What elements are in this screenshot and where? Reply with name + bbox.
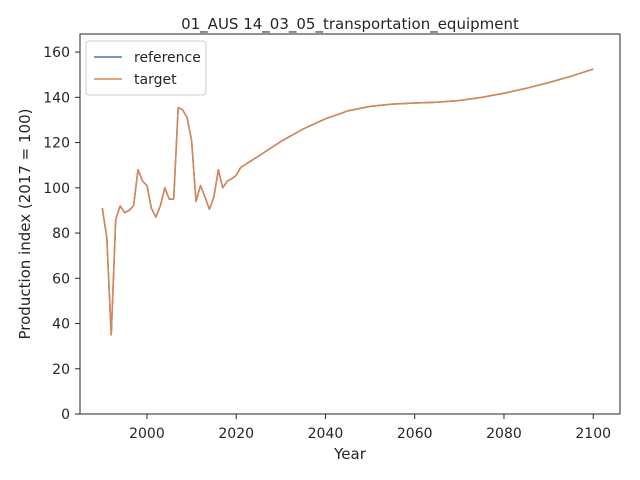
y-tick-label: 20 <box>52 362 70 378</box>
x-tick-label: 2020 <box>218 426 254 442</box>
x-tick-label: 2080 <box>486 426 522 442</box>
chart-title: 01_AUS 14_03_05_transportation_equipment <box>181 15 519 34</box>
series-line-target <box>101 68 594 336</box>
series-line-reference <box>101 68 594 336</box>
legend-label-reference: reference <box>134 50 201 66</box>
y-tick-label: 160 <box>43 45 70 61</box>
y-tick-label: 120 <box>43 136 70 152</box>
y-tick-label: 100 <box>43 181 70 197</box>
plot-frame <box>79 33 621 415</box>
y-tick-label: 40 <box>52 317 70 333</box>
y-axis: 0 20 40 60 80 100 120 140 160 <box>43 45 80 423</box>
legend: reference target <box>85 40 207 96</box>
legend-box <box>85 40 207 96</box>
x-tick-label: 2040 <box>308 426 344 442</box>
y-tick-label: 60 <box>52 271 70 287</box>
x-tick-label: 2100 <box>575 426 611 442</box>
x-axis: 2000 2020 2040 2060 2080 2100 <box>129 414 611 442</box>
y-tick-label: 80 <box>52 226 70 242</box>
x-axis-label: Year <box>333 445 367 463</box>
legend-label-target: target <box>134 72 177 88</box>
y-axis-label: Production index (2017 = 100) <box>16 109 34 340</box>
y-tick-label: 0 <box>61 407 70 423</box>
plot-lines <box>101 68 594 336</box>
y-tick-label: 140 <box>43 90 70 106</box>
x-tick-label: 2000 <box>129 426 165 442</box>
x-tick-label: 2060 <box>397 426 433 442</box>
